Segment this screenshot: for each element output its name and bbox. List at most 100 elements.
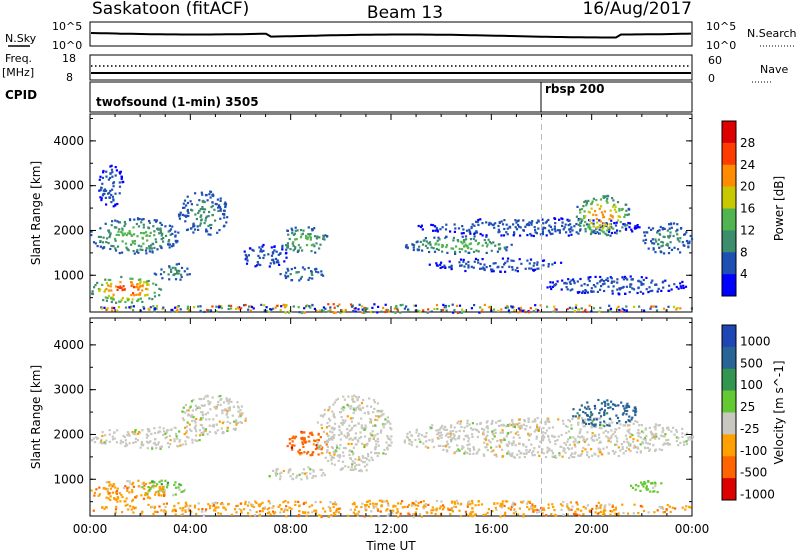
power-cell bbox=[120, 275, 123, 279]
power-cell bbox=[276, 259, 279, 262]
velocity-cell bbox=[298, 510, 301, 513]
velocity-ytick-label: 4000 bbox=[53, 338, 84, 352]
velocity-cell bbox=[347, 395, 350, 398]
velocity-cell bbox=[236, 504, 239, 507]
velocity-cell bbox=[644, 447, 647, 450]
power-cell bbox=[153, 230, 156, 233]
velocity-cell bbox=[389, 426, 392, 429]
velocity-cell bbox=[462, 438, 466, 441]
power-cell bbox=[145, 247, 148, 250]
velocity-cell bbox=[268, 511, 271, 514]
velocity-cell bbox=[317, 446, 320, 449]
power-cell bbox=[487, 238, 490, 241]
velocity-cell bbox=[185, 429, 188, 433]
velocity-cell bbox=[327, 409, 330, 412]
velocity-cell bbox=[518, 418, 521, 421]
power-cell bbox=[473, 224, 476, 227]
velocity-cell bbox=[607, 439, 610, 442]
x-tick-label: 20:00 bbox=[574, 522, 609, 536]
velocity-cell bbox=[468, 448, 471, 451]
velocity-cell bbox=[354, 424, 357, 427]
velocity-colorbar-label: -1000 bbox=[740, 488, 775, 502]
power-cell bbox=[332, 303, 335, 306]
date-title: 16/Aug/2017 bbox=[582, 0, 692, 19]
velocity-cell bbox=[293, 437, 296, 440]
power-cell bbox=[461, 242, 464, 245]
power-cell bbox=[651, 238, 654, 241]
velocity-cell bbox=[466, 444, 469, 447]
power-cell bbox=[652, 247, 655, 250]
power-cell bbox=[608, 228, 611, 231]
power-cell bbox=[385, 308, 388, 311]
velocity-cell bbox=[644, 482, 647, 485]
velocity-cell bbox=[350, 442, 353, 446]
power-cell bbox=[488, 306, 491, 309]
velocity-cell bbox=[415, 428, 418, 431]
power-cell bbox=[244, 253, 247, 256]
power-cell bbox=[594, 275, 597, 278]
power-cell bbox=[114, 166, 117, 169]
velocity-cell bbox=[543, 508, 546, 512]
velocity-cell bbox=[323, 408, 326, 411]
power-cell bbox=[164, 234, 168, 237]
power-cell bbox=[119, 300, 122, 303]
velocity-cell bbox=[608, 424, 611, 427]
power-cell bbox=[461, 308, 464, 311]
velocity-cell bbox=[446, 443, 449, 446]
power-cell bbox=[522, 229, 525, 232]
velocity-cell bbox=[347, 405, 350, 408]
velocity-cell bbox=[606, 424, 609, 427]
velocity-cell bbox=[90, 489, 93, 492]
velocity-cell bbox=[452, 437, 455, 440]
power-cell bbox=[270, 246, 273, 249]
power-cell bbox=[298, 279, 301, 282]
velocity-cell bbox=[370, 451, 373, 454]
velocity-cell bbox=[568, 456, 571, 459]
power-cell bbox=[533, 262, 536, 265]
velocity-cell bbox=[606, 399, 609, 402]
power-cell bbox=[338, 303, 341, 306]
power-cell bbox=[553, 217, 556, 220]
velocity-cell bbox=[461, 447, 464, 450]
velocity-cell bbox=[658, 505, 661, 508]
velocity-cell bbox=[646, 446, 650, 449]
velocity-cell bbox=[311, 453, 314, 457]
velocity-cell bbox=[537, 429, 540, 432]
velocity-cell bbox=[332, 435, 335, 438]
velocity-cell bbox=[535, 437, 538, 440]
velocity-cell bbox=[123, 436, 126, 439]
power-cell bbox=[315, 267, 318, 270]
power-cell bbox=[656, 230, 660, 233]
power-ytick-label: 4000 bbox=[53, 134, 84, 148]
velocity-cell bbox=[153, 481, 156, 484]
power-cell bbox=[100, 197, 103, 200]
power-cell bbox=[660, 251, 663, 254]
velocity-cell bbox=[159, 490, 162, 493]
power-cell bbox=[488, 221, 491, 224]
velocity-cell bbox=[140, 494, 143, 497]
velocity-cell bbox=[495, 421, 498, 424]
power-cell bbox=[132, 305, 135, 308]
power-cell bbox=[636, 226, 639, 229]
velocity-cell bbox=[224, 408, 227, 411]
velocity-cell bbox=[214, 501, 217, 504]
power-cell bbox=[282, 303, 285, 306]
velocity-cell bbox=[333, 463, 336, 466]
power-cell bbox=[130, 293, 133, 297]
velocity-cell bbox=[376, 419, 379, 422]
velocity-cell bbox=[501, 448, 504, 451]
velocity-cell bbox=[119, 442, 122, 445]
power-cell bbox=[296, 229, 299, 232]
velocity-cell bbox=[649, 430, 652, 433]
power-cell bbox=[462, 232, 465, 235]
power-cell bbox=[625, 309, 628, 312]
velocity-cell bbox=[570, 424, 573, 427]
velocity-cell bbox=[347, 442, 350, 445]
velocity-cell bbox=[148, 441, 151, 444]
velocity-cell bbox=[653, 511, 656, 514]
velocity-colorbar-segment bbox=[722, 325, 736, 348]
power-cell bbox=[407, 309, 410, 312]
velocity-cell bbox=[464, 450, 467, 453]
velocity-cell bbox=[527, 500, 530, 503]
velocity-cell bbox=[315, 444, 318, 447]
